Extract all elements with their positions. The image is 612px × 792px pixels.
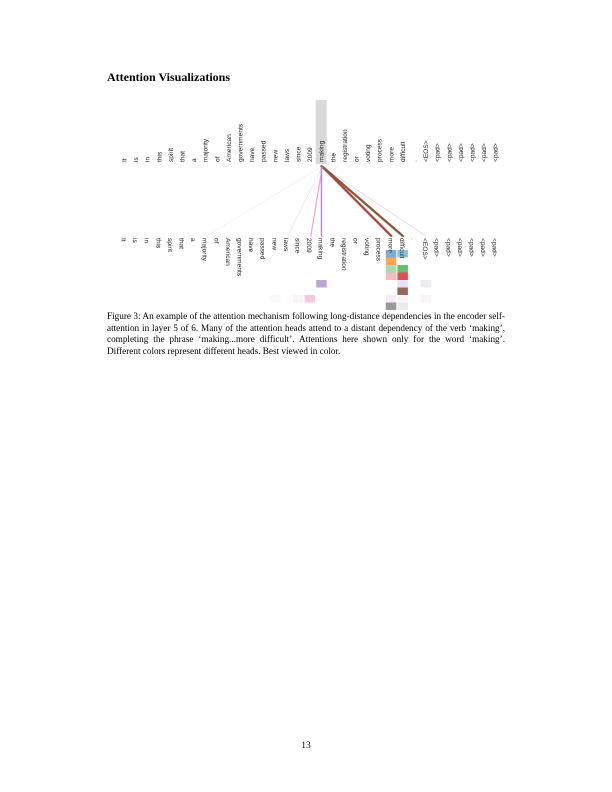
bottom-token-label: <EOS> (421, 238, 428, 260)
top-token-label: a (191, 158, 198, 162)
top-token-label: voting (365, 144, 372, 162)
bottom-token-label: <pad> (444, 238, 451, 257)
bottom-token-label: laws (282, 238, 289, 252)
attention-heatmap-cell (397, 302, 408, 310)
top-token-label: <pad> (481, 143, 488, 162)
attention-heatmap-cell (385, 257, 397, 265)
bottom-token-label: registration (340, 238, 347, 271)
attention-link (321, 165, 427, 237)
page-number: 13 (301, 741, 311, 751)
top-token-label: <pad> (493, 143, 500, 162)
figure-caption: Figure 3: An example of the attention me… (107, 311, 505, 356)
top-token-label: <pad> (446, 143, 453, 162)
bottom-token-label: spirit (166, 238, 173, 252)
top-token-label: 2009 (307, 147, 314, 162)
top-token-label: new (272, 150, 279, 162)
attention-link (206, 165, 323, 237)
bottom-token-label: or (352, 238, 359, 245)
bottom-token-label: American (224, 238, 231, 266)
top-token-label: of (214, 156, 221, 162)
top-token-label: more (388, 147, 395, 162)
bottom-token-label: the (328, 238, 335, 247)
top-token-label: process (377, 138, 384, 162)
attention-heatmap-cell (385, 302, 397, 310)
top-token-label: the (330, 153, 337, 162)
top-token-label: making (319, 140, 326, 162)
bottom-token-label: voting (363, 238, 370, 256)
bottom-token-label: <pad> (456, 238, 463, 257)
bottom-token-label: of (212, 238, 219, 244)
bottom-token-label: governments (236, 238, 243, 277)
attention-heatmap-cell (269, 295, 281, 303)
top-token-label: difficult (400, 141, 407, 162)
attention-heatmap-cell (304, 295, 316, 303)
bottom-token-label: since (294, 238, 301, 254)
top-token-label: have (249, 147, 256, 162)
attention-heatmap-cell (397, 287, 408, 295)
bottom-token-label: . (410, 238, 417, 240)
attention-heatmap-cell (397, 272, 408, 280)
bottom-token-label: a (189, 238, 196, 242)
focus-token-highlight (315, 100, 327, 164)
attention-heatmap-cell (385, 272, 397, 280)
top-token-label: or (354, 155, 361, 162)
top-token-label: since (296, 146, 303, 162)
bottom-token-label: <pad> (433, 238, 440, 257)
bottom-token-label: that (178, 238, 185, 249)
top-token-label: <pad> (435, 143, 442, 162)
top-token-label: that (180, 151, 187, 162)
bottom-token-label: <pad> (491, 238, 498, 257)
top-token-label: laws (284, 148, 291, 162)
top-token-label: majority (203, 138, 210, 162)
top-token-label: American (226, 134, 233, 162)
bottom-token-label: new (270, 238, 277, 250)
bottom-token-label: making (317, 238, 324, 260)
bottom-token-label: passed (259, 238, 266, 260)
top-token-label: registration (342, 129, 349, 162)
top-token-label: in (145, 157, 152, 162)
bottom-token-label: It (120, 238, 127, 242)
top-token-label: spirit (168, 148, 175, 162)
attention-heatmap-cell (420, 280, 432, 288)
top-token-label: this (156, 151, 163, 162)
bottom-token-label: process (375, 238, 382, 262)
top-token-label: <pad> (458, 143, 465, 162)
section-title: Attention Visualizations (107, 70, 231, 84)
attention-heatmap-cell (397, 295, 408, 303)
attention-heatmap-cell (293, 295, 304, 303)
bottom-token-label: <pad> (468, 238, 475, 257)
top-token-label: passed (261, 140, 268, 162)
attention-visualization: It is in this spirit that a majority of American g… (120, 100, 500, 310)
top-token-label: is (133, 157, 140, 162)
top-token-label: governments (238, 123, 245, 162)
bottom-token-label: have (247, 238, 254, 253)
top-token-label: <EOS> (423, 140, 430, 162)
attention-link (320, 165, 405, 237)
attention-heatmap-cell (385, 295, 397, 303)
bottom-token-label: majority (201, 238, 208, 262)
attention-heatmap-cell (397, 280, 408, 288)
attention-link (287, 165, 323, 237)
bottom-token-label: in (143, 238, 150, 243)
attention-heatmap-cell (420, 295, 432, 303)
bottom-token-label: this (154, 238, 161, 249)
attention-heatmap-cell (316, 280, 327, 288)
attention-heatmap-cell (397, 250, 408, 258)
bottom-token-label: is (131, 238, 138, 243)
attention-heatmap-cell (385, 265, 397, 273)
bottom-token-label: more (386, 238, 393, 253)
top-token-label: <pad> (470, 143, 477, 162)
attention-figure: It is in this spirit that a majority of American g… (0, 0, 612, 310)
attention-heatmap-cell (385, 250, 397, 258)
attention-heatmap-cell (397, 265, 408, 273)
attention-link (319, 165, 403, 237)
top-token-label: . (412, 160, 419, 162)
bottom-token-label: 2009 (305, 238, 312, 253)
attention-link (310, 165, 324, 237)
top-token-label: It (122, 158, 129, 162)
bottom-token-label: <pad> (479, 238, 486, 257)
attention-link (320, 165, 392, 237)
bottom-token-label: difficult (398, 238, 405, 259)
